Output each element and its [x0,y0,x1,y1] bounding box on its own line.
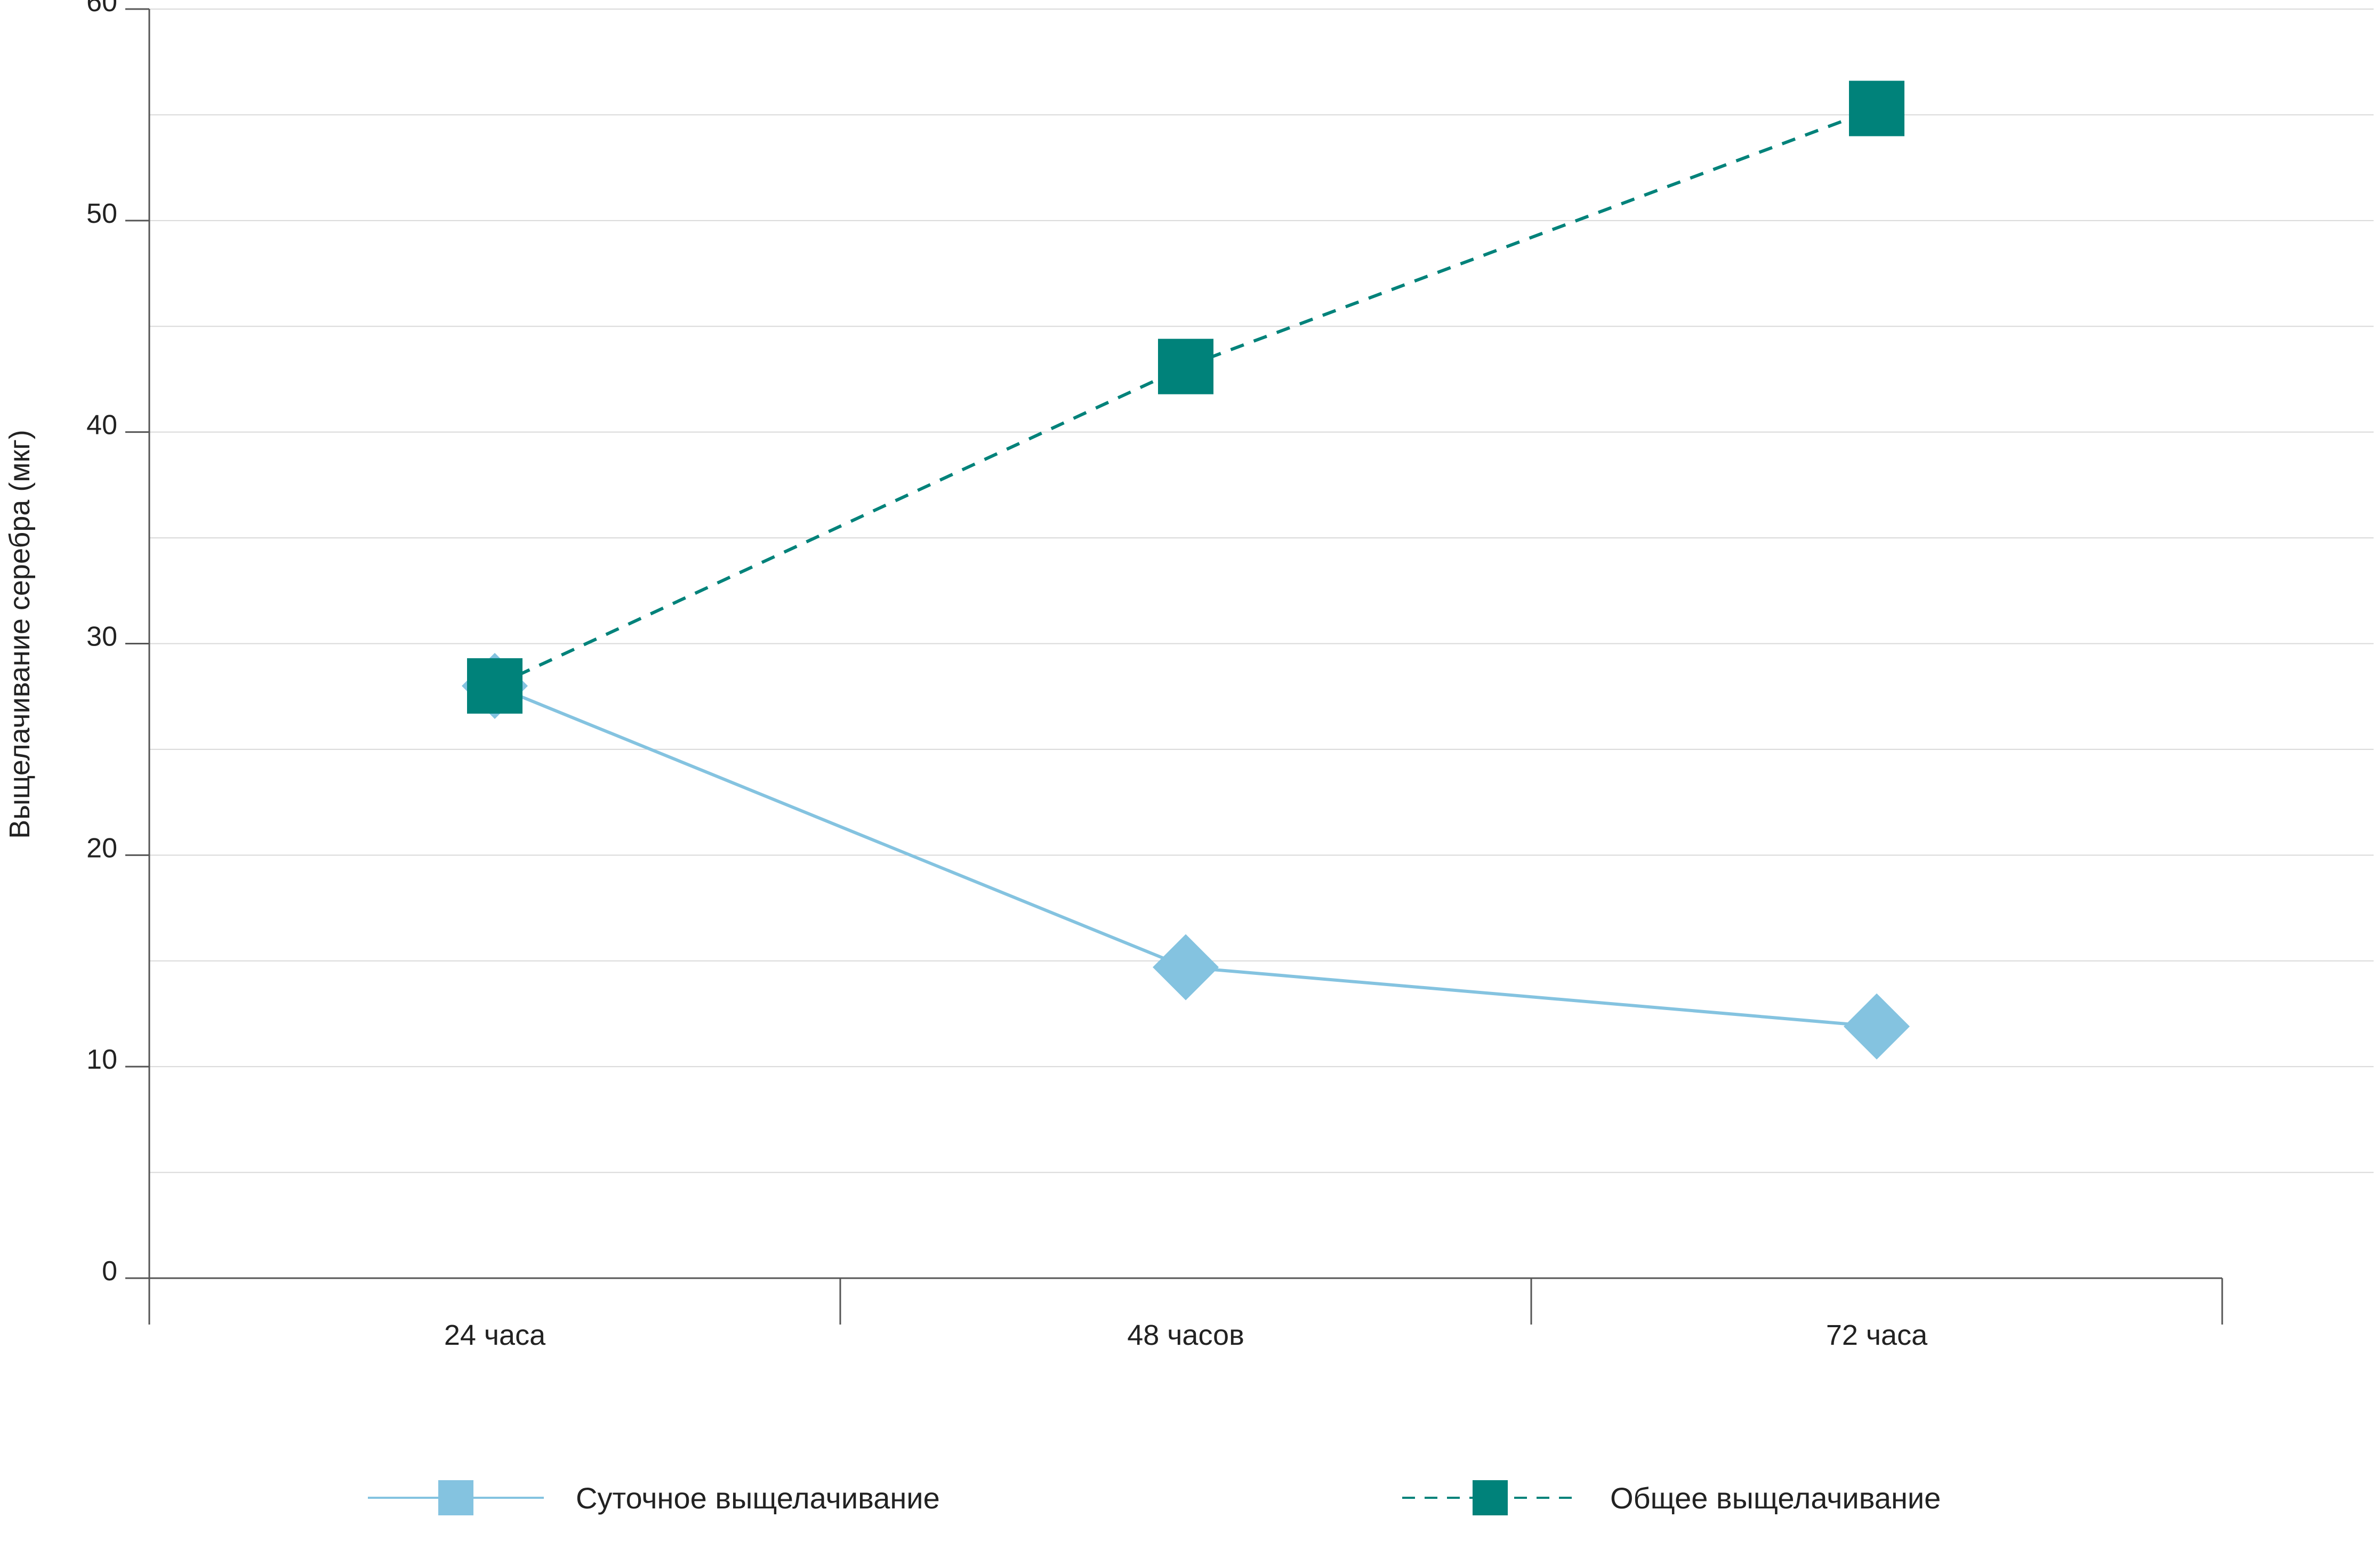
axes: 0 10 20 30 40 50 60 24 часа 48 часов 72 часа [86,0,2223,1351]
x-category-label: 48 часов [1127,1319,1244,1351]
series [462,80,1910,1060]
y-tick-label: 50 [86,198,117,229]
diamond-marker [1153,934,1219,1000]
x-category-label: 24 часа [444,1319,546,1351]
y-tick-label: 40 [86,410,117,441]
y-tick-label: 30 [86,621,117,652]
series-total [467,80,1904,714]
square-marker [467,658,522,714]
legend-item: Общее выщелачивание [1402,1480,1941,1515]
legend-item: Суточное выщелачивание [368,1480,940,1515]
legend-marker [438,1480,473,1515]
y-tick-label: 10 [86,1044,117,1075]
square-marker [1158,338,1213,394]
square-marker [1849,80,1904,136]
series-daily [462,652,1910,1060]
y-axis-title: Выщелачивание серебра (мкг) [4,430,36,839]
legend-square-marker [1473,1480,1508,1515]
legend: Суточное выщелачивание Общее выщелачивани… [368,1480,1941,1515]
legend-label: Суточное выщелачивание [576,1481,940,1515]
y-tick-label: 20 [86,833,117,863]
diamond-marker [1844,993,1910,1060]
x-category-label: 72 часа [1826,1319,1928,1351]
gridlines [149,9,2374,1173]
y-tick-label: 0 [102,1256,117,1287]
y-tick-label: 60 [86,0,117,18]
series-line [494,107,1878,688]
legend-label: Общее выщелачивание [1610,1481,1941,1515]
